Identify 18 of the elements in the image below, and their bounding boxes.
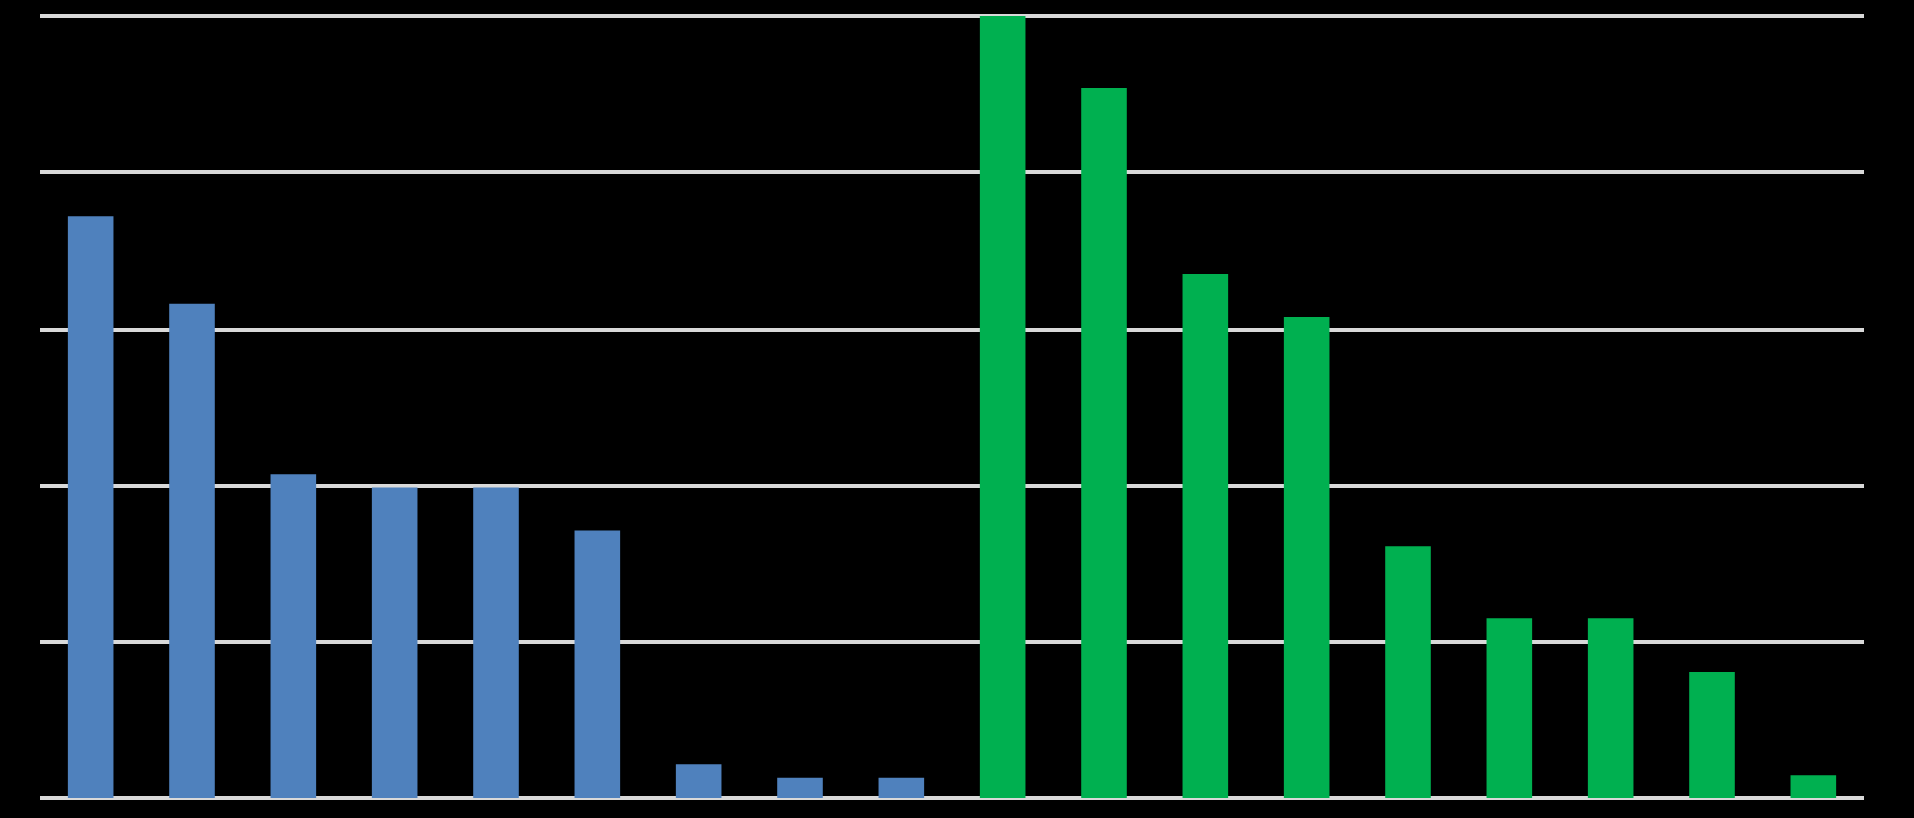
bar [1283,317,1330,798]
bar [979,16,1026,798]
bar [1689,672,1735,798]
bar [371,487,418,798]
bar [1385,546,1431,798]
bar [1182,274,1229,798]
bar [1081,87,1127,798]
bar [169,303,215,798]
bar [1486,618,1533,798]
bar [1587,618,1634,798]
bar [878,777,925,798]
bar [473,487,519,798]
bar [675,764,722,798]
bar [777,777,823,798]
bar [270,474,317,798]
bar [1790,775,1837,798]
bar [574,530,621,798]
bar [67,216,114,798]
